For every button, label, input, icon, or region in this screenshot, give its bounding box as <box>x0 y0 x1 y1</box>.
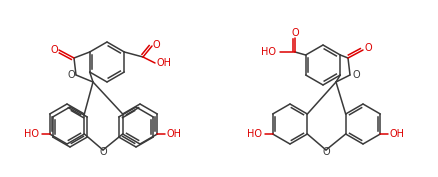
Text: HO: HO <box>261 47 276 57</box>
Text: O: O <box>322 147 330 157</box>
Text: OH: OH <box>167 129 182 139</box>
Text: O: O <box>352 70 360 80</box>
Text: O: O <box>50 45 58 55</box>
Text: OH: OH <box>156 58 172 68</box>
Text: O: O <box>99 147 107 157</box>
Text: O: O <box>67 70 75 80</box>
Text: O: O <box>152 40 160 50</box>
Text: HO: HO <box>247 129 262 139</box>
Text: O: O <box>364 43 372 53</box>
Text: HO: HO <box>24 129 39 139</box>
Text: OH: OH <box>390 129 405 139</box>
Text: O: O <box>291 28 299 38</box>
